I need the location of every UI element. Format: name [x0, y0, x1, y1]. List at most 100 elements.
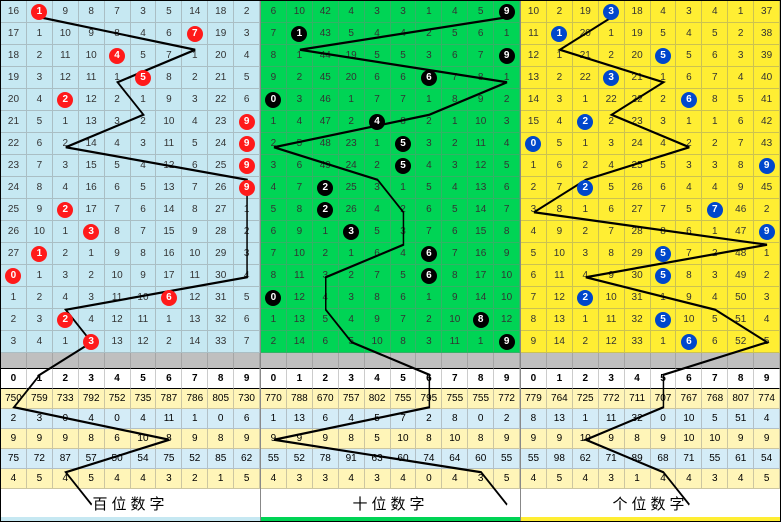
stats-cell: 3 [599, 469, 625, 489]
stats-cell: 4 [651, 469, 677, 489]
stats-cell: 0 [468, 409, 494, 429]
data-cell: 9 [131, 265, 157, 287]
data-row: 0124386191410 [261, 287, 520, 309]
data-cell: 1 [651, 331, 677, 353]
panel-label-text: 百位数字 [1, 489, 260, 517]
ball-marker: 0 [525, 136, 541, 152]
stats-cell: 57 [79, 449, 105, 469]
data-cell: 3 [521, 199, 547, 221]
header-cell: 4 [365, 369, 391, 389]
ball-marker: 9 [239, 158, 255, 174]
data-cell: 14 [287, 331, 313, 353]
data-cell: 15 [79, 155, 105, 177]
data-cell: 29 [625, 243, 651, 265]
data-cell: 5 [27, 111, 53, 133]
ball-marker: 6 [681, 92, 697, 108]
stats-cell: 75 [1, 449, 27, 469]
data-cell: 30 [208, 265, 234, 287]
data-cell: 3 [234, 23, 260, 45]
data-cell: 7 [728, 133, 754, 155]
stats-cell: 3 [287, 469, 313, 489]
data-cell: 12 [494, 309, 520, 331]
data-cell: 5 [651, 45, 677, 67]
data-cell: 0 [261, 89, 287, 111]
header-cell: 5 [131, 369, 157, 389]
ball-marker: 9 [499, 334, 515, 350]
stats-cell: 711 [625, 389, 651, 409]
data-cell: 2 [27, 45, 53, 67]
panel-label: 百位数字 [1, 489, 260, 517]
data-row: 1711098467193 [1, 23, 260, 45]
data-cell: 27 [625, 199, 651, 221]
data-cell: 6 [131, 199, 157, 221]
data-cell: 45 [313, 67, 339, 89]
data-cell: 2 [105, 89, 131, 111]
data-cell: 3 [702, 265, 728, 287]
data-cell: 4 [313, 287, 339, 309]
data-cell: 32 [208, 309, 234, 331]
data-cell: 18 [1, 45, 27, 67]
data-cell: 2 [573, 221, 599, 243]
stats-cell: 13 [547, 409, 573, 429]
data-row: 8113275681710 [261, 265, 520, 287]
data-cell: 9 [234, 133, 260, 155]
data-cell: 20 [1, 89, 27, 111]
data-row: 1135497210812 [261, 309, 520, 331]
stats-cell: 8 [79, 429, 105, 449]
data-cell: 5 [728, 89, 754, 111]
data-cell: 19 [208, 23, 234, 45]
data-cell: 2 [573, 331, 599, 353]
data-cell: 26 [339, 199, 365, 221]
stats-cell: 9 [313, 429, 339, 449]
stats-cell: 792 [79, 389, 105, 409]
data-cell: 6 [676, 331, 702, 353]
data-cell: 5 [702, 309, 728, 331]
data-cell: 3 [79, 287, 105, 309]
stats-row: 779764725772711707767768807774 [521, 389, 780, 409]
data-cell: 2 [234, 221, 260, 243]
lottery-trend-chart: 1619873514182171109846719318211104571204… [0, 0, 781, 522]
data-cell: 2 [131, 111, 157, 133]
stats-cell: 78 [313, 449, 339, 469]
data-cell: 2 [261, 133, 287, 155]
data-cell: 26 [625, 177, 651, 199]
data-row: 13222321167440 [521, 67, 780, 89]
data-cell: 10 [53, 23, 79, 45]
ball-marker: 6 [421, 268, 437, 284]
stats-cell: 9 [261, 429, 287, 449]
data-cell: 16 [79, 177, 105, 199]
header-cell: 9 [494, 369, 520, 389]
stats-cell: 767 [676, 389, 702, 409]
data-cell: 4 [416, 155, 442, 177]
data-cell: 10 [105, 265, 131, 287]
data-cell: 4 [261, 177, 287, 199]
data-cell: 7 [391, 89, 417, 111]
data-cell: 1 [442, 111, 468, 133]
data-cell: 5 [234, 287, 260, 309]
data-row: 610424331459 [261, 1, 520, 23]
stats-cell: 0 [416, 469, 442, 489]
ball-marker: 4 [369, 114, 385, 130]
data-cell: 3 [261, 155, 287, 177]
data-row: 21511332104239 [1, 111, 260, 133]
data-cell: 21 [1, 111, 27, 133]
stats-cell: 9 [494, 429, 520, 449]
data-cell: 7 [651, 199, 677, 221]
data-row: 71221031194503 [521, 287, 780, 309]
stats-cell: 4 [754, 409, 780, 429]
data-cell: 5 [391, 133, 417, 155]
data-cell: 9 [234, 155, 260, 177]
data-cell: 6 [599, 199, 625, 221]
data-row: 16242553389 [521, 155, 780, 177]
ball-marker: 5 [655, 268, 671, 284]
data-cell: 2 [339, 111, 365, 133]
data-cell: 33 [625, 331, 651, 353]
data-cell: 26 [208, 177, 234, 199]
data-row: 34131312214337 [1, 331, 260, 353]
stats-cell: 62 [234, 449, 260, 469]
stats-cell: 755 [468, 389, 494, 409]
data-cell: 9 [494, 331, 520, 353]
data-row: 03461771892 [261, 89, 520, 111]
data-cell: 8 [442, 265, 468, 287]
data-cell: 9 [105, 243, 131, 265]
